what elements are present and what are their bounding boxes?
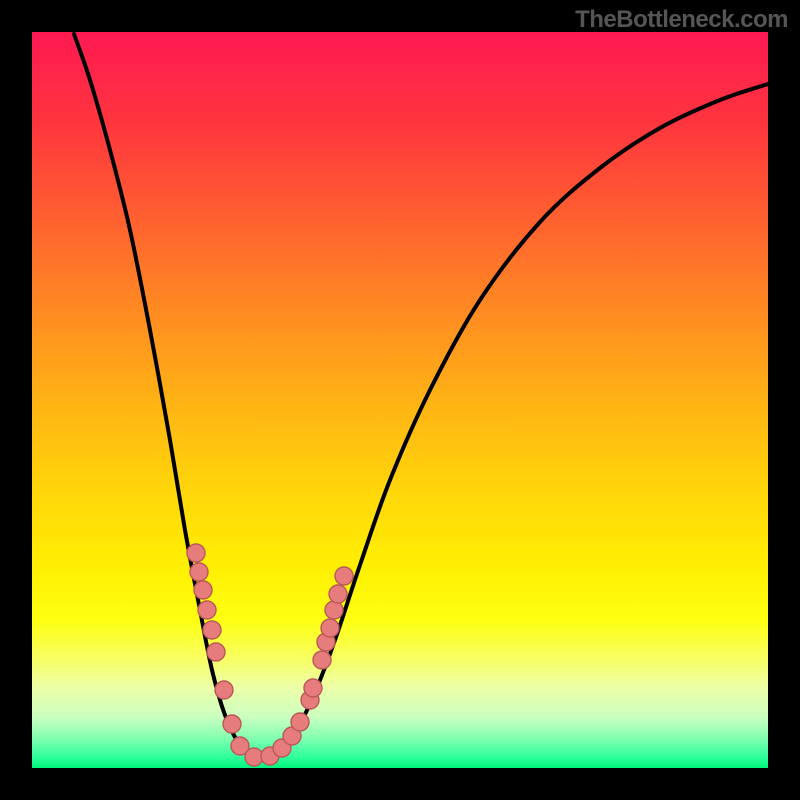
data-marker [190, 563, 208, 581]
data-marker [215, 681, 233, 699]
data-marker [198, 601, 216, 619]
data-marker [325, 601, 343, 619]
chart-canvas: { "watermark": { "text": "TheBottleneck.… [0, 0, 800, 800]
data-marker [313, 651, 331, 669]
watermark: TheBottleneck.com [575, 6, 788, 34]
data-marker [223, 715, 241, 733]
data-marker [203, 621, 221, 639]
data-marker [335, 567, 353, 585]
data-marker [304, 679, 322, 697]
chart-svg [0, 0, 800, 800]
data-marker [194, 581, 212, 599]
data-marker [329, 585, 347, 603]
data-marker [187, 544, 205, 562]
data-marker [207, 643, 225, 661]
data-marker [291, 713, 309, 731]
data-marker [321, 619, 339, 637]
data-marker [245, 748, 263, 766]
